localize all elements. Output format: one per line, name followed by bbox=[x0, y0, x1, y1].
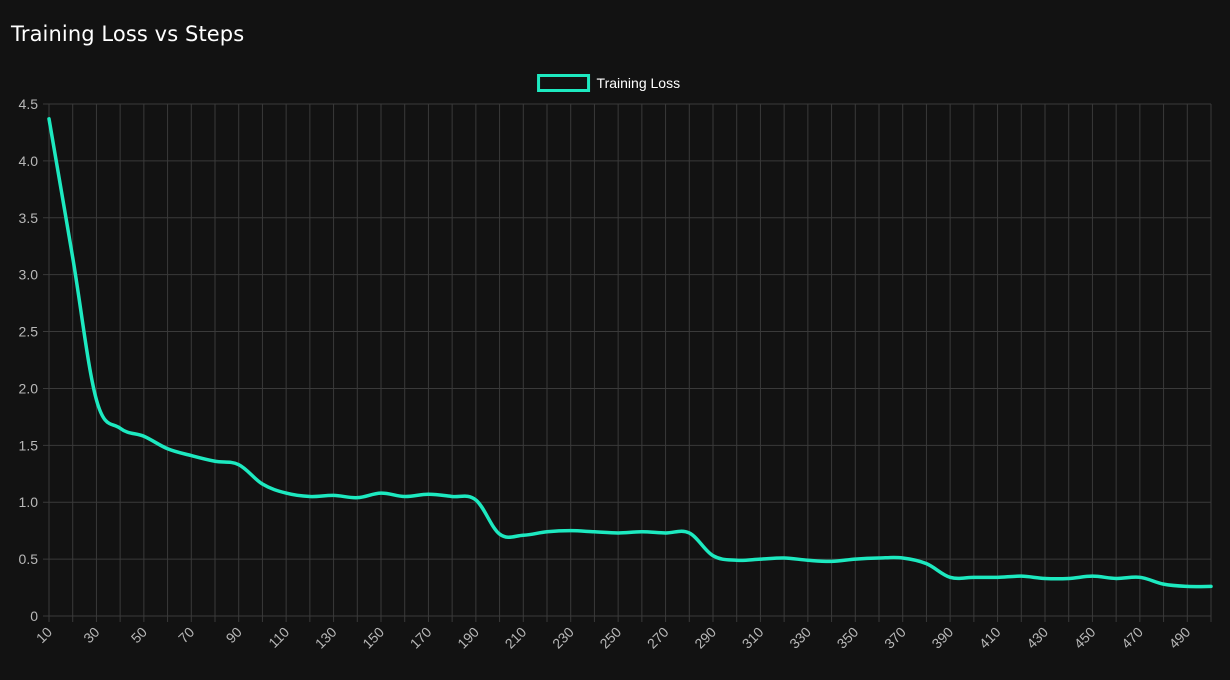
y-tick-label: 0.5 bbox=[19, 551, 39, 567]
data-point[interactable] bbox=[1208, 583, 1214, 589]
data-point[interactable] bbox=[1066, 575, 1072, 581]
data-point[interactable] bbox=[259, 481, 265, 487]
data-point[interactable] bbox=[876, 555, 882, 561]
data-point[interactable] bbox=[947, 574, 953, 580]
data-point[interactable] bbox=[449, 494, 455, 500]
x-tick-label: 270 bbox=[644, 624, 672, 652]
data-point[interactable] bbox=[900, 555, 906, 561]
x-tick-label: 150 bbox=[359, 624, 387, 652]
data-point[interactable] bbox=[425, 491, 431, 497]
x-tick-label: 450 bbox=[1071, 624, 1099, 652]
data-point[interactable] bbox=[995, 574, 1001, 580]
x-tick-label: 410 bbox=[976, 624, 1004, 652]
data-point[interactable] bbox=[1089, 573, 1095, 579]
x-tick-label: 470 bbox=[1118, 624, 1146, 652]
data-point[interactable] bbox=[1161, 581, 1167, 587]
data-point[interactable] bbox=[805, 557, 811, 563]
data-point[interactable] bbox=[757, 556, 763, 562]
data-point[interactable] bbox=[188, 453, 194, 459]
data-point[interactable] bbox=[520, 532, 526, 538]
data-point[interactable] bbox=[852, 556, 858, 562]
y-tick-label: 2.5 bbox=[19, 324, 39, 340]
y-tick-label: 3.5 bbox=[19, 210, 39, 226]
x-tick-label: 490 bbox=[1166, 624, 1194, 652]
x-tick-label: 50 bbox=[128, 624, 150, 646]
data-point[interactable] bbox=[236, 462, 242, 468]
y-tick-label: 1.5 bbox=[19, 437, 39, 453]
grid-layer bbox=[43, 103, 1212, 622]
x-tick-label: 430 bbox=[1023, 624, 1051, 652]
data-point[interactable] bbox=[70, 255, 76, 261]
y-tick-label: 4.5 bbox=[19, 96, 39, 112]
x-tick-label: 130 bbox=[312, 624, 340, 652]
data-point[interactable] bbox=[663, 530, 669, 536]
axis-layer: 0 0.5 1.0 1.5 2.0 2.5 3.0 3.5 4.0 4.5 10 30 50 70 90 11… bbox=[19, 96, 1194, 652]
data-point[interactable] bbox=[591, 529, 597, 535]
x-tick-label: 170 bbox=[407, 624, 435, 652]
data-point[interactable] bbox=[829, 558, 835, 564]
data-point[interactable] bbox=[165, 446, 171, 452]
data-point[interactable] bbox=[117, 425, 123, 431]
x-tick-label: 190 bbox=[454, 624, 482, 652]
data-point[interactable] bbox=[354, 495, 360, 501]
data-point[interactable] bbox=[1137, 574, 1143, 580]
data-point[interactable] bbox=[283, 490, 289, 496]
series-layer bbox=[46, 116, 1214, 589]
data-point[interactable] bbox=[331, 492, 337, 498]
x-tick-label: 390 bbox=[928, 624, 956, 652]
data-point[interactable] bbox=[1018, 573, 1024, 579]
x-tick-label: 70 bbox=[175, 624, 197, 646]
data-point[interactable] bbox=[615, 530, 621, 536]
data-point[interactable] bbox=[307, 494, 313, 500]
legend[interactable]: Training Loss bbox=[537, 74, 681, 92]
data-point[interactable] bbox=[734, 557, 740, 563]
x-tick-label: 310 bbox=[739, 624, 767, 652]
x-tick-label: 370 bbox=[881, 624, 909, 652]
legend-label[interactable]: Training Loss bbox=[597, 75, 681, 91]
data-point[interactable] bbox=[544, 529, 550, 535]
x-tick-label: 330 bbox=[786, 624, 814, 652]
data-point[interactable] bbox=[781, 555, 787, 561]
data-point[interactable] bbox=[402, 494, 408, 500]
data-point[interactable] bbox=[971, 574, 977, 580]
data-point[interactable] bbox=[497, 531, 503, 537]
training-loss-line[interactable] bbox=[47, 117, 1213, 589]
data-point[interactable] bbox=[1113, 575, 1119, 581]
x-tick-label: 30 bbox=[80, 624, 102, 646]
y-tick-label: 4.0 bbox=[19, 153, 39, 169]
y-tick-label: 1.0 bbox=[19, 494, 39, 510]
x-tick-label: 10 bbox=[33, 624, 55, 646]
y-tick-label: 3.0 bbox=[19, 267, 39, 283]
x-tick-label: 230 bbox=[549, 624, 577, 652]
data-point[interactable] bbox=[1184, 583, 1190, 589]
page-title: Training Loss vs Steps bbox=[11, 22, 245, 46]
data-point[interactable] bbox=[212, 458, 218, 464]
data-point[interactable] bbox=[378, 490, 384, 496]
x-tick-label: 250 bbox=[596, 624, 624, 652]
data-point[interactable] bbox=[473, 497, 479, 503]
data-point[interactable] bbox=[923, 561, 929, 567]
x-tick-label: 210 bbox=[502, 624, 530, 652]
x-tick-label: 290 bbox=[691, 624, 719, 652]
y-tick-label: 2.0 bbox=[19, 380, 39, 396]
data-point[interactable] bbox=[93, 397, 99, 403]
x-tick-label: 350 bbox=[834, 624, 862, 652]
x-tick-label: 90 bbox=[223, 624, 245, 646]
data-point[interactable] bbox=[1042, 575, 1048, 581]
data-point[interactable] bbox=[568, 528, 574, 534]
data-point[interactable] bbox=[686, 530, 692, 536]
data-point[interactable] bbox=[141, 433, 147, 439]
data-point[interactable] bbox=[710, 553, 716, 559]
data-point[interactable] bbox=[46, 116, 52, 122]
data-point[interactable] bbox=[639, 529, 645, 535]
x-tick-label: 110 bbox=[265, 624, 292, 651]
legend-swatch[interactable] bbox=[537, 74, 591, 92]
y-tick-label: 0 bbox=[30, 608, 38, 624]
